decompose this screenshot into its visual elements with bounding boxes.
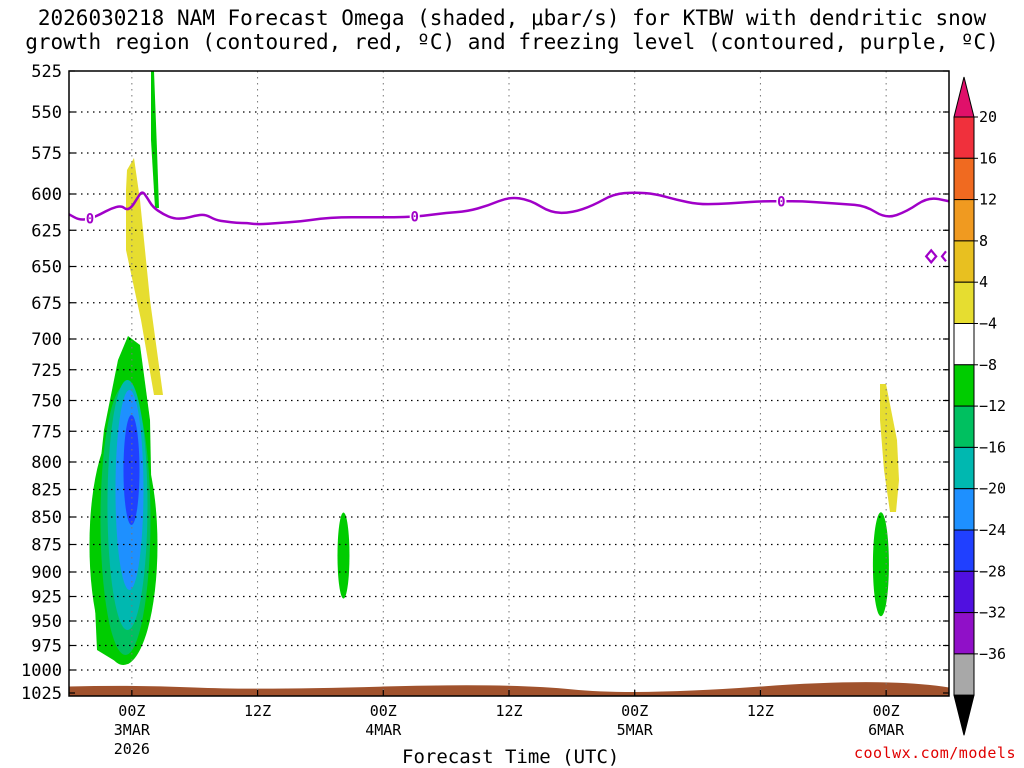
xtick-label-78: 00Z (873, 702, 900, 720)
xtick-label-6: 00Z (118, 702, 145, 720)
colorbar-swatch-10 (953, 529, 975, 572)
freezing-label-bg-0 (84, 212, 95, 225)
title-line-2: growth region (contoured, red, ºC) and f… (25, 30, 999, 54)
colorbar-label-11: −28 (979, 562, 1006, 580)
xtick-label-42: 12Z (495, 702, 522, 720)
ytick-label-625: 625 (31, 221, 62, 241)
xtick-date-78: 6MAR (868, 721, 905, 739)
ytick-label-575: 575 (31, 144, 62, 164)
colorbar-swatch-11 (953, 570, 975, 614)
colorbar-swatch-0 (953, 116, 975, 159)
ascent-shading-3mar-21z (337, 512, 350, 599)
ytick-label-975: 975 (31, 637, 62, 657)
ytick-label-950: 950 (31, 612, 62, 632)
xtick-date-54: 5MAR (617, 721, 654, 739)
colorbar-swatch-13 (953, 653, 975, 696)
ascent-shading-aloft (151, 71, 159, 208)
freezing-label-1: 0 (410, 209, 418, 225)
ascent-shading-core-24 (123, 415, 140, 525)
ytick-label-675: 675 (31, 294, 62, 314)
descent-shading-3mar (126, 158, 163, 395)
freezing-label-0: 0 (86, 212, 94, 228)
xtick-label-54: 00Z (621, 702, 648, 720)
xtick-year-6: 2026 (114, 740, 150, 758)
freezing-level-contour: 0 0 0 (68, 191, 950, 265)
ytick-label-750: 750 (31, 392, 62, 412)
colorbar-label-2: 12 (979, 191, 997, 209)
ytick-label-700: 700 (31, 330, 62, 350)
plot-grid (69, 71, 949, 696)
ytick-label-650: 650 (31, 258, 62, 278)
colorbar-swatch-7 (953, 405, 975, 448)
y-axis: 525 550 575 600 625 650 675 700 725 750 775 800 825 8… (21, 62, 949, 704)
credit-link[interactable]: coolwx.com/models (853, 744, 1016, 762)
title-line-1: 2026030218 NAM Forecast Omega (shaded, μ… (37, 6, 987, 30)
ytick-label-525: 525 (31, 62, 62, 82)
colorbar-swatch-12 (953, 612, 975, 655)
colorbar-label-6: −8 (979, 356, 997, 374)
colorbar-swatch-4 (953, 281, 975, 325)
xtick-date-6: 3MAR (114, 721, 151, 739)
colorbar-label-8: −16 (979, 438, 1006, 456)
colorbar-swatch-2 (953, 199, 975, 242)
colorbar-label-13: −36 (979, 645, 1006, 663)
ytick-label-600: 600 (31, 185, 62, 205)
xtick-label-30: 00Z (370, 702, 397, 720)
colorbar-over-triangle (953, 76, 975, 118)
colorbar-swatch-8 (953, 446, 975, 490)
x-axis-title: Forecast Time (UTC) (402, 746, 620, 768)
colorbar-swatch-5 (953, 323, 975, 366)
freezing-label-bg-2 (776, 195, 787, 208)
ytick-label-875: 875 (31, 536, 62, 556)
ytick-label-725: 725 (31, 361, 62, 381)
chart-title: 2026030218 NAM Forecast Omega (shaded, μ… (0, 6, 1024, 54)
ytick-label-800: 800 (31, 453, 62, 473)
colorbar: 20 16 12 8 4 −4 −8 −12 −16 −20 −24 −28 −32 −36 (953, 76, 1006, 736)
descent-shading-6mar (880, 384, 899, 512)
colorbar-swatch-1 (953, 157, 975, 201)
ytick-label-1025: 1025 (21, 684, 62, 704)
colorbar-label-1: 16 (979, 149, 997, 167)
ytick-label-925: 925 (31, 588, 62, 608)
ytick-label-775: 775 (31, 422, 62, 442)
colorbar-label-0: 20 (979, 108, 997, 126)
xtick-date-30: 4MAR (365, 721, 402, 739)
ytick-label-825: 825 (31, 481, 62, 501)
colorbar-label-3: 8 (979, 232, 988, 250)
colorbar-swatch-3 (953, 240, 975, 283)
freezing-level-line (68, 191, 950, 226)
ytick-label-550: 550 (31, 103, 62, 123)
xtick-label-18: 12Z (244, 702, 271, 720)
colorbar-label-10: −24 (979, 521, 1006, 539)
colorbar-swatch-6 (953, 364, 975, 407)
colorbar-label-7: −12 (979, 397, 1006, 415)
colorbar-label-4: 4 (979, 273, 988, 291)
ascent-shading-5mar-23z (872, 512, 889, 617)
ytick-label-1000: 1000 (21, 661, 62, 681)
freezing-small-contour (924, 248, 938, 265)
colorbar-label-9: −20 (979, 480, 1006, 498)
colorbar-under-triangle (953, 694, 975, 736)
xtick-label-66: 12Z (747, 702, 774, 720)
colorbar-label-12: −32 (979, 604, 1006, 622)
freezing-label-bg-1 (409, 210, 420, 223)
ytick-label-900: 900 (31, 563, 62, 583)
colorbar-swatch-9 (953, 488, 975, 531)
omega-shading (69, 71, 949, 696)
freezing-edge-contour (940, 250, 947, 263)
colorbar-label-5: −4 (979, 315, 997, 333)
ytick-label-850: 850 (31, 508, 62, 528)
freezing-label-2: 0 (777, 194, 785, 210)
